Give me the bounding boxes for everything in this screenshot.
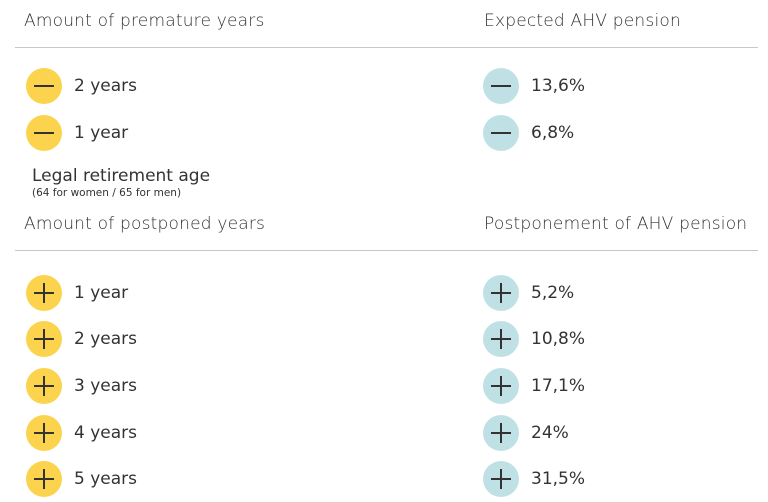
pension-label: 17,1% (531, 376, 586, 396)
postponed-years-row: 1 year (26, 275, 128, 311)
years-label: 2 years (74, 329, 138, 349)
postponed-years-row: 3 years (26, 368, 137, 404)
minus-icon[interactable] (483, 68, 519, 104)
plus-icon[interactable] (483, 321, 519, 357)
years-label: 1 year (74, 123, 129, 143)
years-label: 4 years (74, 423, 138, 443)
postponed-pension-row: 31,5% (483, 461, 585, 497)
plus-icon[interactable] (26, 275, 62, 311)
postponed-years-header: Amount of postponed years (24, 214, 266, 234)
years-label: 3 years (74, 376, 138, 396)
plus-icon[interactable] (483, 461, 519, 497)
postponed-years-row: 4 years (26, 415, 137, 451)
years-label: 1 year (74, 283, 129, 303)
premature-years-row: 1 year (26, 115, 128, 151)
pension-label: 24% (531, 423, 569, 443)
plus-icon[interactable] (483, 368, 519, 404)
years-label: 5 years (74, 469, 138, 489)
expected-pension-header: Expected AHV pension (484, 11, 681, 31)
legal-retirement-title: Legal retirement age (32, 166, 211, 186)
premature-years-row: 2 years (26, 68, 137, 104)
premature-divider (15, 47, 758, 48)
plus-icon[interactable] (26, 321, 62, 357)
plus-icon[interactable] (26, 461, 62, 497)
postponed-pension-row: 24% (483, 415, 569, 451)
postponed-pension-row: 5,2% (483, 275, 574, 311)
legal-retirement-age: Legal retirement age (64 for women / 65 … (32, 166, 210, 199)
postponed-years-row: 5 years (26, 461, 137, 497)
plus-icon[interactable] (26, 415, 62, 451)
years-label: 2 years (74, 76, 138, 96)
postponed-divider (15, 250, 758, 251)
premature-pension-row: 13,6% (483, 68, 585, 104)
premature-years-header: Amount of premature years (24, 11, 265, 31)
postponed-pension-row: 10,8% (483, 321, 585, 357)
pension-label: 31,5% (531, 469, 586, 489)
postponed-years-row: 2 years (26, 321, 137, 357)
plus-icon[interactable] (483, 275, 519, 311)
minus-icon[interactable] (483, 115, 519, 151)
postponed-pension-row: 17,1% (483, 368, 585, 404)
minus-icon[interactable] (26, 68, 62, 104)
pension-label: 10,8% (531, 329, 586, 349)
minus-icon[interactable] (26, 115, 62, 151)
pension-label: 5,2% (531, 283, 575, 303)
legal-retirement-subtitle: (64 for women / 65 for men) (32, 187, 182, 199)
pension-label: 6,8% (531, 123, 575, 143)
plus-icon[interactable] (26, 368, 62, 404)
postponement-pension-header: Postponement of AHV pension (484, 214, 748, 234)
pension-label: 13,6% (531, 76, 586, 96)
premature-pension-row: 6,8% (483, 115, 574, 151)
plus-icon[interactable] (483, 415, 519, 451)
